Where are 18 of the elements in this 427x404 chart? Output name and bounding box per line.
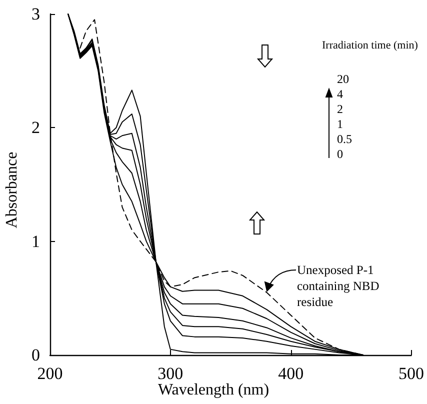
annotation: 0.5 bbox=[337, 132, 352, 146]
annotation: Irradiation time (min) bbox=[322, 40, 418, 52]
x-tick-label: 500 bbox=[398, 364, 424, 383]
y-axis-title: Absorbance bbox=[4, 152, 20, 228]
x-tick-label: 400 bbox=[278, 364, 304, 383]
y-tick-label: 2 bbox=[32, 118, 40, 138]
annotation: 1 bbox=[337, 117, 343, 131]
y-tick-label: 0 bbox=[32, 346, 40, 364]
annotation: 2 bbox=[337, 102, 343, 116]
annotation: 4 bbox=[337, 87, 343, 101]
annotation: Unexposed P-1 containing NBD residue bbox=[297, 263, 382, 309]
x-axis-title: Wavelength (nm) bbox=[158, 382, 270, 398]
x-tick-label: 300 bbox=[158, 364, 184, 383]
y-tick-label: 3 bbox=[32, 4, 40, 24]
annotation: 0 bbox=[337, 147, 343, 161]
y-tick-label: 1 bbox=[32, 232, 40, 251]
annotation: 20 bbox=[337, 72, 349, 86]
x-tick-label: 200 bbox=[37, 364, 63, 383]
